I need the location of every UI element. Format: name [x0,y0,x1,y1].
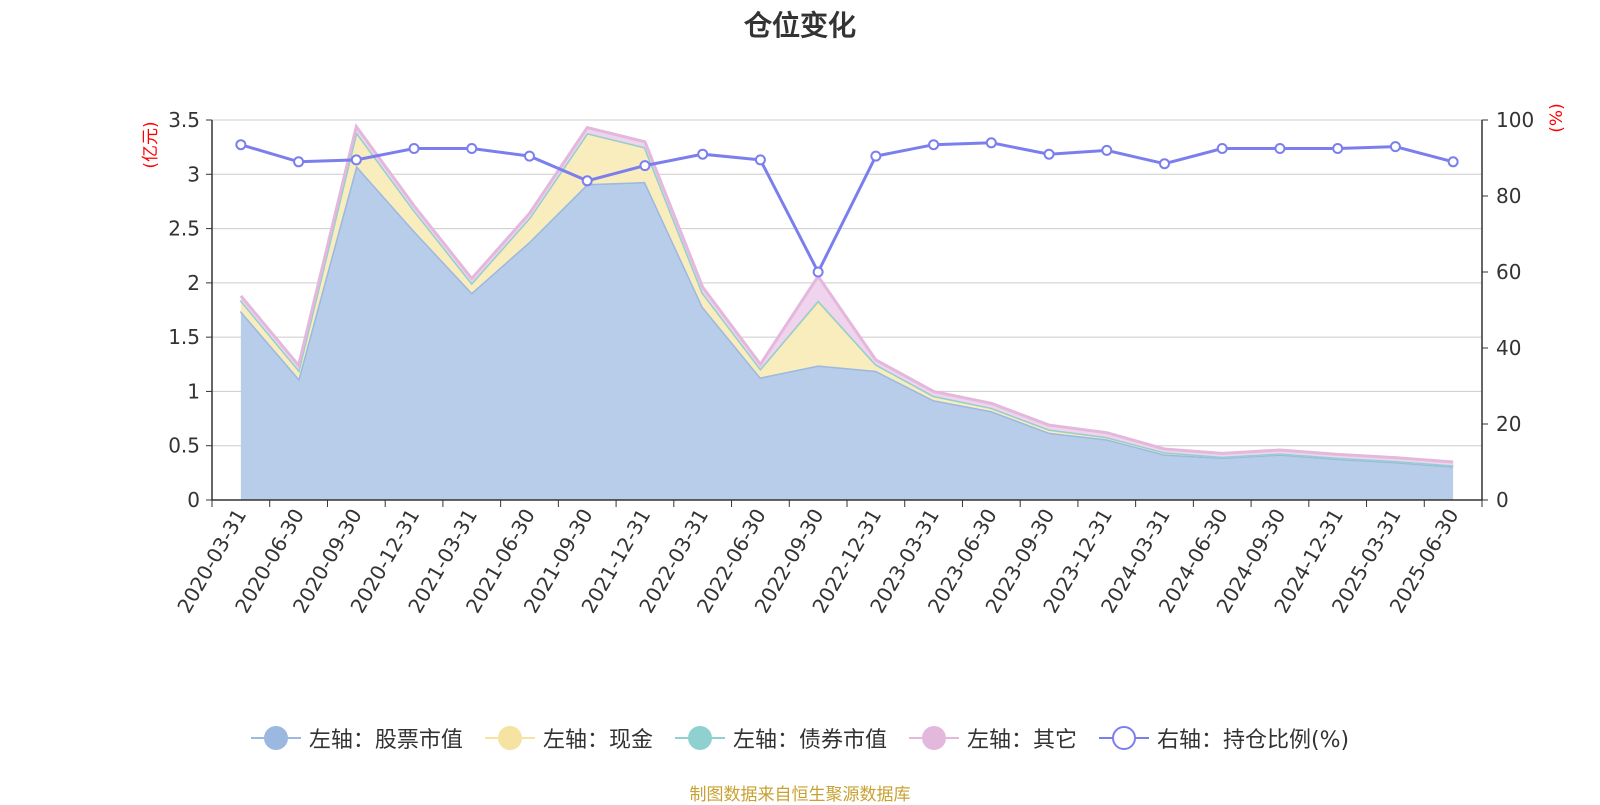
ratio-point [1332,143,1344,154]
stacked-areas [239,123,1454,500]
right-axis-tick-label: 60 [1496,260,1521,284]
right-axis-tick-label: 0 [1496,488,1509,512]
position-change-chart: 00.511.522.533.50204060801002020-03-3120… [141,103,1567,617]
legend-marker [250,726,301,750]
left-axis-unit: (亿元) [141,121,161,168]
ratio-point [697,148,709,160]
legend-marker [1098,726,1149,750]
left-axis-tick-label: 0.5 [168,434,200,458]
ratio-point [1159,158,1170,170]
right-axis-tick-label: 20 [1496,412,1521,436]
ratio-point [1274,143,1286,154]
ratio-point [639,160,651,172]
ratio-point [1389,141,1401,153]
ratio-point [293,156,305,168]
ratio-point [235,139,247,151]
right-axis-tick-label: 100 [1496,108,1534,132]
ratio-line [240,141,1454,276]
left-axis-tick-label: 3 [187,162,200,186]
ratio-point [985,137,997,149]
legend-label: 左轴：其它 [966,728,1077,753]
ratio-point [408,143,420,154]
legend-label: 左轴：股票市值 [308,728,463,753]
left-axis-tick-label: 0 [187,488,200,512]
ratio-point [581,175,593,187]
legend-item[interactable]: 左轴：债券市值 [674,722,887,754]
legend-marker [908,726,959,750]
ratio-point [1043,148,1055,160]
legend-marker [674,726,725,750]
legend-label: 左轴：现金 [542,728,653,753]
legend-label: 右轴：持仓比例(%) [1156,728,1350,753]
left-axis-tick-label: 2.5 [168,217,200,241]
legend-item[interactable]: 左轴：现金 [484,722,653,754]
ratio-point [928,139,940,151]
right-axis-unit: (%) [1547,103,1567,132]
ratio-point [754,154,766,166]
chart-title: 仓位变化 [743,9,856,42]
left-axis-tick-label: 2 [187,271,200,295]
legend-item[interactable]: 左轴：其它 [908,722,1077,754]
legend-label: 左轴：债券市值 [732,728,887,753]
ratio-point [350,154,362,166]
legend-marker [484,726,535,750]
area-line-4 [239,123,1454,464]
ratio-point [812,266,824,278]
right-axis-tick-label: 40 [1496,336,1521,360]
ratio-point [1447,156,1459,168]
ratio-point [870,150,882,162]
ratio-line-series [235,137,1459,278]
ratio-point [524,150,535,162]
data-source-note: 制图数据来自恒生聚源数据库 [689,785,911,805]
legend: 左轴：股票市值 左轴：现金 左轴：债券市值 左轴：其它 右轴：持仓比例(%) [0,722,1600,754]
left-axis-tick-label: 3.5 [168,108,200,132]
left-axis-tick-label: 1.5 [168,325,200,349]
right-axis-tick-label: 80 [1496,184,1521,208]
ratio-point [1101,144,1113,156]
left-axis-tick-label: 1 [187,379,200,403]
ratio-point [1216,143,1228,154]
legend-item[interactable]: 右轴：持仓比例(%) [1098,722,1350,754]
legend-item[interactable]: 左轴：股票市值 [250,722,463,754]
area-2 [240,131,1454,467]
ratio-point [466,143,478,154]
area-1 [240,165,1454,500]
